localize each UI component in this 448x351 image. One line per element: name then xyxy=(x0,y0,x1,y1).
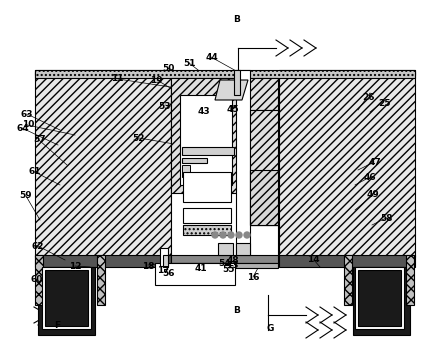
Text: G: G xyxy=(266,324,273,333)
Bar xyxy=(35,70,415,78)
Bar xyxy=(35,70,171,75)
Text: 48: 48 xyxy=(227,256,239,265)
Text: 52: 52 xyxy=(133,134,145,143)
Bar xyxy=(406,255,414,305)
Text: 14: 14 xyxy=(307,255,320,264)
Text: 16: 16 xyxy=(247,273,259,282)
Circle shape xyxy=(220,232,226,238)
Bar xyxy=(171,78,278,257)
Bar xyxy=(182,165,190,177)
Bar xyxy=(344,255,352,305)
Bar xyxy=(35,72,171,257)
Bar xyxy=(171,78,243,193)
Text: 63: 63 xyxy=(21,110,33,119)
Bar xyxy=(163,255,168,267)
Bar xyxy=(250,170,278,225)
Circle shape xyxy=(228,232,234,238)
Text: 64: 64 xyxy=(16,124,29,133)
Bar xyxy=(279,255,415,267)
Text: 12: 12 xyxy=(69,261,82,271)
Text: 56: 56 xyxy=(162,269,174,278)
Text: 19: 19 xyxy=(151,75,163,85)
Text: 62: 62 xyxy=(32,242,44,251)
Text: 18: 18 xyxy=(142,262,154,271)
Text: 60: 60 xyxy=(30,274,43,284)
Text: 46: 46 xyxy=(364,173,376,182)
Bar xyxy=(358,270,401,326)
Text: 55: 55 xyxy=(222,265,234,274)
Bar xyxy=(45,270,88,326)
Text: 11: 11 xyxy=(111,74,124,84)
Bar xyxy=(183,208,231,223)
Text: 57: 57 xyxy=(33,135,46,144)
Text: 47: 47 xyxy=(369,158,382,167)
Text: 10: 10 xyxy=(22,120,34,129)
Bar xyxy=(236,70,250,265)
Bar xyxy=(183,225,231,235)
Text: 44: 44 xyxy=(205,53,218,62)
Text: 25: 25 xyxy=(378,99,391,108)
Text: 54: 54 xyxy=(219,259,231,268)
Bar xyxy=(171,263,278,268)
Text: 13: 13 xyxy=(226,260,238,270)
Bar xyxy=(353,267,410,335)
Circle shape xyxy=(212,232,218,238)
Bar xyxy=(38,267,95,335)
Bar xyxy=(180,95,232,185)
Bar xyxy=(182,158,207,163)
Bar xyxy=(250,110,278,225)
Bar xyxy=(97,255,105,305)
Bar xyxy=(171,255,278,263)
Bar xyxy=(234,70,240,95)
Text: 59: 59 xyxy=(20,191,32,200)
Polygon shape xyxy=(243,78,278,110)
Text: B: B xyxy=(233,306,240,315)
Text: 53: 53 xyxy=(159,101,171,111)
Bar xyxy=(355,267,404,329)
Bar xyxy=(35,255,171,267)
Text: 43: 43 xyxy=(198,107,210,116)
Bar xyxy=(218,243,233,255)
Bar xyxy=(279,72,415,257)
Bar xyxy=(155,263,235,285)
Text: 41: 41 xyxy=(194,264,207,273)
Text: 45: 45 xyxy=(227,105,239,114)
Circle shape xyxy=(236,232,242,238)
Text: 50: 50 xyxy=(162,64,174,73)
Text: 58: 58 xyxy=(380,214,392,223)
Text: 51: 51 xyxy=(183,59,195,68)
Text: 26: 26 xyxy=(362,93,375,102)
Bar xyxy=(279,70,415,75)
Bar xyxy=(182,147,234,155)
Bar xyxy=(42,267,91,329)
Text: F: F xyxy=(54,321,60,330)
Bar xyxy=(35,255,43,305)
Text: 61: 61 xyxy=(29,167,41,177)
Bar xyxy=(236,243,250,255)
Text: 49: 49 xyxy=(366,190,379,199)
Text: B: B xyxy=(233,15,240,24)
Circle shape xyxy=(244,232,250,238)
Bar xyxy=(183,172,231,202)
Text: 17: 17 xyxy=(157,266,170,275)
Polygon shape xyxy=(215,80,248,100)
Bar xyxy=(160,248,168,266)
